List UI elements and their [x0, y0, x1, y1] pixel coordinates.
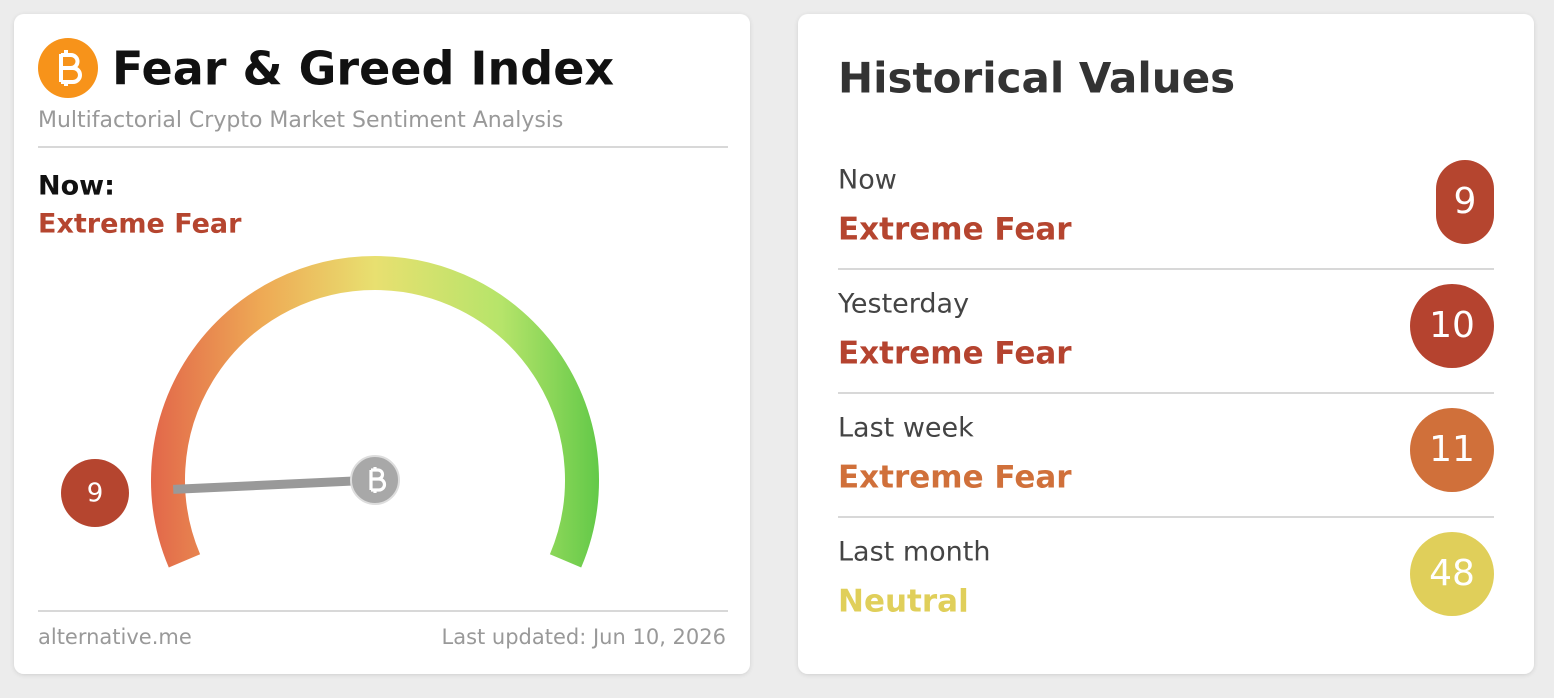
- now-label: Now:: [38, 171, 115, 202]
- gauge-value-badge: [61, 459, 129, 527]
- needle-hub-logo: [369, 467, 387, 493]
- history-classification: Extreme Fear: [838, 460, 1072, 496]
- history-classification: Extreme Fear: [838, 212, 1072, 248]
- history-badge: [1436, 160, 1494, 244]
- title: Fear & Greed Index: [112, 42, 614, 96]
- history-value: 9: [1454, 181, 1477, 222]
- subtitle: Multifactorial Crypto Market Sentiment A…: [38, 108, 563, 133]
- history-value: 48: [1429, 553, 1475, 594]
- last-updated: Last updated: Jun 10, 2026: [442, 625, 727, 649]
- history-label: Last week: [838, 413, 974, 444]
- history-badge: [1410, 532, 1494, 616]
- history-label: Now: [838, 165, 897, 196]
- gauge-needle: [173, 475, 376, 494]
- history-label: Yesterday: [837, 289, 969, 320]
- history-label: Last month: [838, 537, 990, 568]
- history-card: [798, 14, 1534, 674]
- gauge-arc: [151, 256, 599, 568]
- source: alternative.me: [38, 625, 192, 649]
- history-classification: Extreme Fear: [838, 336, 1072, 372]
- now-classification: Extreme Fear: [38, 209, 242, 240]
- bitcoin-logo: [38, 38, 98, 98]
- history-badge: [1410, 284, 1494, 368]
- history-badge: [1410, 408, 1494, 492]
- history-classification: Neutral: [838, 584, 969, 620]
- history-title: Historical Values: [838, 54, 1235, 103]
- history-value: 11: [1429, 429, 1475, 470]
- history-value: 10: [1429, 305, 1475, 346]
- gauge-value: 9: [87, 479, 104, 509]
